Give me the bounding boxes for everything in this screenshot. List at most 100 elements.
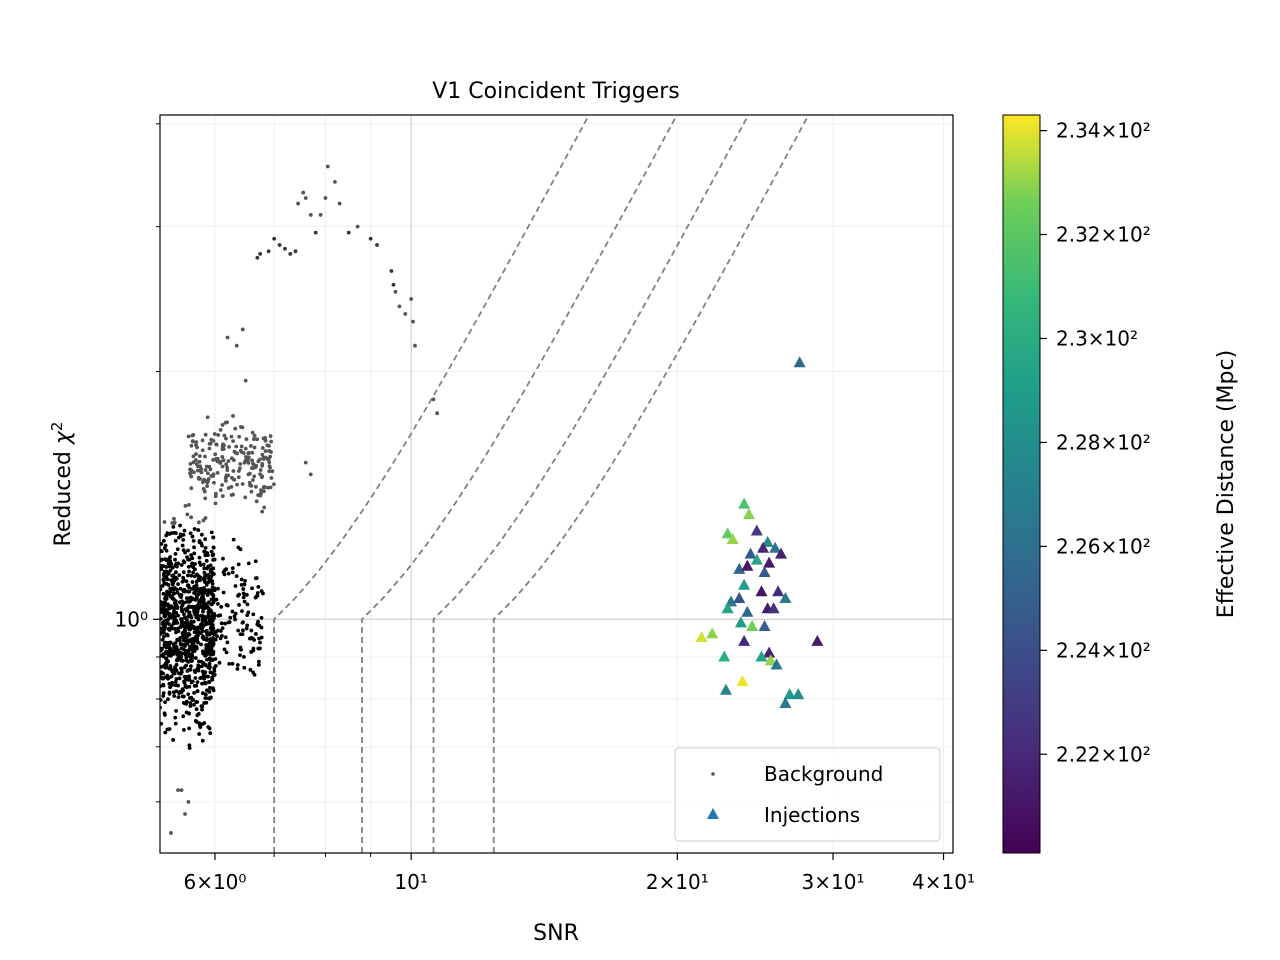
- background-point: [232, 449, 237, 454]
- background-point: [174, 689, 179, 694]
- background-point: [162, 634, 166, 639]
- background-point: [227, 444, 231, 449]
- background-point: [175, 652, 180, 657]
- colorbar-tick-label: 2.28×10²: [1056, 430, 1151, 454]
- background-point: [261, 591, 265, 596]
- background-point: [248, 444, 253, 448]
- background-point: [210, 686, 215, 691]
- background-point: [263, 435, 268, 440]
- background-point: [252, 445, 257, 450]
- background-point: [192, 630, 197, 635]
- background-point: [230, 570, 235, 575]
- background-point: [189, 486, 194, 491]
- background-series: [160, 164, 440, 835]
- background-point: [214, 442, 219, 447]
- background-point: [196, 574, 201, 578]
- background-point: [170, 565, 175, 570]
- background-point: [237, 434, 242, 439]
- background-point: [268, 434, 273, 438]
- background-point: [250, 430, 255, 435]
- background-point: [241, 628, 245, 633]
- background-point: [178, 690, 182, 694]
- background-point: [187, 502, 191, 507]
- background-point: [210, 651, 215, 656]
- background-point: [196, 476, 201, 481]
- background-point: [211, 640, 215, 644]
- background-point: [211, 558, 216, 562]
- background-point: [230, 609, 235, 614]
- injection-point: [734, 616, 747, 628]
- background-point: [187, 746, 192, 751]
- background-point: [195, 468, 200, 473]
- background-point: [263, 449, 268, 454]
- background-point: [209, 630, 214, 635]
- background-point: [197, 555, 202, 560]
- background-point: [167, 615, 172, 620]
- background-point: [186, 799, 191, 804]
- background-point: [238, 462, 243, 466]
- background-point: [272, 236, 277, 241]
- background-point: [246, 461, 251, 465]
- colorbar-label: Effective Distance (Mpc): [1214, 350, 1239, 618]
- injection-point: [744, 547, 757, 559]
- y-axis-label: Reduced χ2: [48, 422, 76, 547]
- background-point: [209, 588, 213, 593]
- background-point: [211, 474, 215, 478]
- background-point: [250, 586, 254, 591]
- background-point: [283, 246, 287, 251]
- background-point: [176, 788, 180, 793]
- background-point: [258, 251, 263, 256]
- background-point: [183, 684, 188, 689]
- background-point: [171, 524, 176, 529]
- background-point: [242, 582, 246, 587]
- background-point: [180, 609, 185, 614]
- background-point: [224, 650, 229, 655]
- background-point: [205, 471, 210, 476]
- background-point: [174, 570, 178, 575]
- background-point: [172, 626, 177, 631]
- background-point: [211, 535, 216, 540]
- background-point: [172, 601, 177, 606]
- background-point: [256, 459, 261, 464]
- background-point: [205, 566, 209, 571]
- background-point: [208, 608, 213, 613]
- colorbar: 2.34×10² 2.32×10² 2.3×10² 2.28×10² 2.26×10² 2…: [1002, 114, 1239, 854]
- x-tick-label: 2×10¹: [646, 870, 709, 894]
- background-point: [244, 626, 249, 631]
- background-point: [325, 164, 330, 169]
- injection-point: [763, 556, 776, 568]
- background-point: [272, 482, 276, 487]
- background-point: [214, 458, 219, 462]
- background-point: [182, 615, 187, 620]
- background-point: [201, 593, 205, 598]
- background-point: [172, 618, 177, 623]
- background-point: [208, 467, 213, 472]
- background-point: [190, 563, 194, 568]
- background-point: [195, 445, 199, 450]
- background-point: [251, 612, 256, 617]
- background-point: [202, 577, 206, 582]
- background-point: [254, 499, 259, 504]
- background-point: [234, 574, 239, 579]
- injection-point: [755, 650, 768, 662]
- background-point: [210, 553, 215, 558]
- background-point: [161, 676, 166, 681]
- background-point: [167, 727, 172, 731]
- background-point: [160, 653, 164, 658]
- background-point: [259, 616, 264, 620]
- background-point: [166, 570, 171, 575]
- background-point: [231, 414, 235, 418]
- background-point: [194, 683, 199, 688]
- background-point: [190, 679, 195, 684]
- background-point: [165, 673, 170, 678]
- background-point: [230, 661, 235, 666]
- background-point: [260, 446, 265, 450]
- background-point: [193, 638, 198, 643]
- background-point: [252, 672, 257, 677]
- background-point: [180, 543, 185, 548]
- background-point: [191, 454, 196, 459]
- background-point: [288, 251, 293, 256]
- injection-point: [741, 605, 754, 617]
- background-point: [184, 607, 189, 612]
- background-point: [186, 557, 191, 562]
